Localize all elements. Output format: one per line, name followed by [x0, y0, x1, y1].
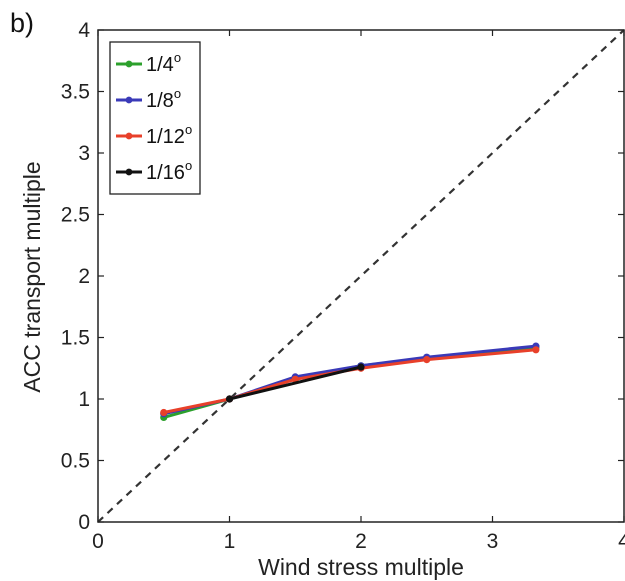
- legend-swatch-marker: [125, 96, 133, 104]
- legend-entry-superscript: o: [174, 50, 181, 65]
- series-point: [357, 363, 365, 371]
- y-tick-label: 1.5: [61, 327, 90, 350]
- x-tick-label: 4: [618, 530, 625, 553]
- legend-entry-superscript: o: [185, 158, 192, 173]
- legend-box: [109, 41, 201, 195]
- one-to-one-reference-line: [97, 29, 625, 523]
- series-point: [532, 346, 540, 354]
- series-line-0: [163, 345, 537, 419]
- axis-ticks: 0 1 2 3 4 0 0.5 1 1.5 2 2.5 3 3.5 4: [61, 19, 625, 553]
- series-point: [160, 408, 168, 417]
- legend-swatch-marker: [125, 132, 133, 140]
- y-tick-label: 2: [78, 265, 90, 288]
- y-tick-label: 1: [78, 388, 90, 411]
- plot-area: [97, 29, 625, 523]
- x-tick-label: 1: [224, 530, 236, 553]
- y-axis-label: ACC transport multiple: [19, 161, 45, 392]
- legend-swatch-marker: [125, 168, 133, 176]
- y-tick-label: 2.5: [61, 204, 90, 227]
- x-axis-label: Wind stress multiple: [258, 554, 464, 580]
- y-tick-label: 0.5: [61, 450, 90, 473]
- legend-entry-superscript: o: [185, 122, 192, 137]
- legend-entry: 1/16o: [146, 158, 192, 184]
- x-tick-label: 2: [355, 530, 367, 553]
- legend-entry-superscript: o: [174, 86, 181, 101]
- legend-entry: 1/12o: [146, 122, 192, 148]
- y-tick-label: 3: [78, 142, 90, 165]
- legend-swatch-marker: [125, 60, 133, 68]
- y-tick-label: 4: [78, 19, 90, 42]
- series-point: [423, 356, 431, 364]
- series-line-3: [229, 365, 362, 401]
- panel-label: b): [10, 8, 34, 38]
- x-tick-label: 0: [92, 530, 104, 553]
- series-point: [225, 395, 234, 403]
- y-tick-label: 3.5: [61, 81, 90, 104]
- y-tick-label: 0: [78, 511, 90, 534]
- x-tick-label: 3: [487, 530, 499, 553]
